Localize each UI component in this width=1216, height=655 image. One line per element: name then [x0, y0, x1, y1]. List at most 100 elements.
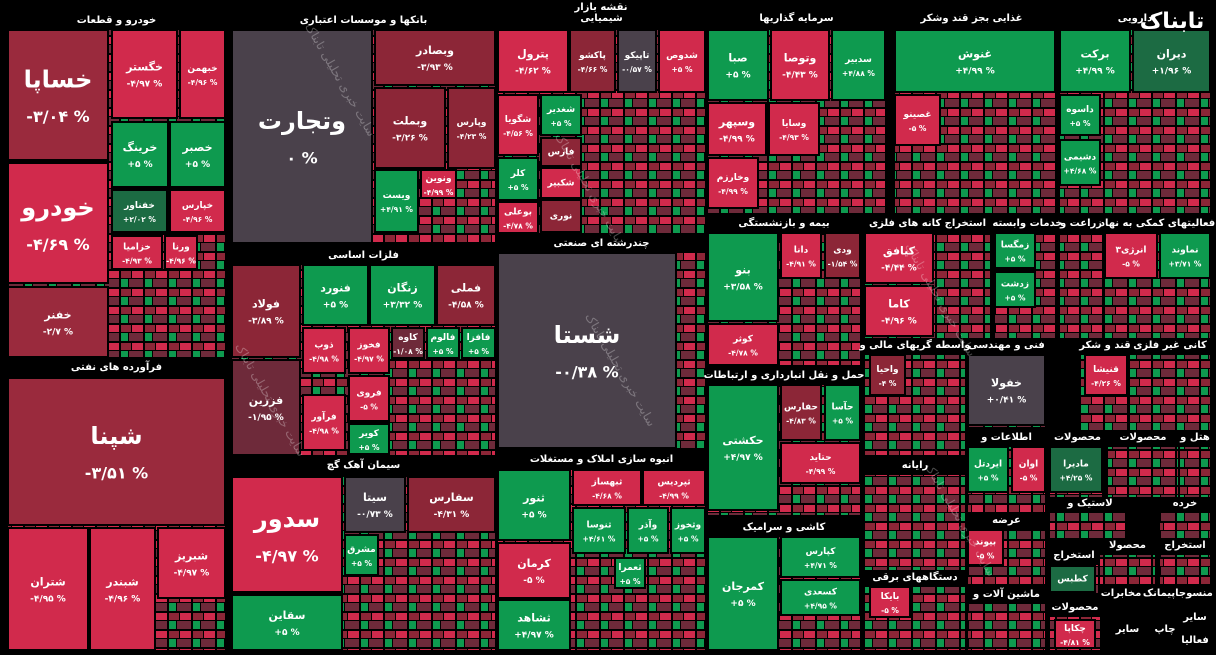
stock-name: ثبهساز [591, 478, 623, 488]
stock-tile [627, 507, 669, 554]
stock-change: -۴/۵۶ % [503, 129, 533, 138]
stock-tile [164, 235, 198, 270]
stock-change: -۴ % [879, 379, 897, 388]
stock-tile [967, 354, 1046, 426]
sector-area [1108, 447, 1178, 497]
sector-name: هتل و [1179, 432, 1210, 443]
stock-tile [780, 442, 861, 484]
stock-name: خفناور [123, 201, 155, 211]
stock-tile [1049, 565, 1096, 593]
stock-name: ودی [833, 246, 851, 256]
stock-tile [540, 137, 582, 167]
stock-tile [420, 169, 457, 199]
stock-tile [302, 394, 346, 451]
stock-name: شستا [554, 321, 621, 349]
stock-tile [707, 29, 769, 101]
sector-name: فلزات اساسی [328, 250, 399, 261]
stock-name: اوان [1019, 460, 1038, 470]
stock-tile [348, 423, 390, 455]
stock-name: ونوین [425, 174, 451, 184]
stock-change: -۴/۳۱ % [434, 510, 470, 520]
stock-tile [1059, 29, 1131, 93]
stock-change: +۵ % [351, 559, 372, 568]
sector-name: ماشین آلات و [972, 587, 1040, 600]
sector-area [1180, 447, 1210, 497]
stock-tile [994, 232, 1036, 269]
stock-tile [614, 557, 646, 589]
stock-name: تاپیکو [624, 51, 650, 61]
stock-change: -۳/۹۳ % [417, 63, 453, 73]
stock-tile [169, 121, 226, 188]
sector-name: غذایی بجز قند وشکر [919, 13, 1022, 24]
stock-change: -۴/۴۴ % [881, 264, 917, 274]
stock-tile [497, 469, 571, 541]
stock-change: +۳/۷۱ % [1169, 259, 1202, 268]
stock-name: فافزا [467, 333, 491, 343]
stock-change: ۰ % [286, 148, 317, 167]
stock-tile [497, 157, 539, 201]
stock-name: پاکشو [578, 51, 606, 61]
stock-name: فزرین [249, 394, 283, 407]
stock-change: -۳/۲۶ % [392, 134, 428, 144]
stock-change: -۴/۹۸ % [309, 426, 339, 435]
sector-name: کانی غیر فلزی [1133, 340, 1207, 351]
stock-name: ایردتل [974, 460, 1002, 470]
stock-name: فالوم [431, 333, 456, 343]
stock-name: فنورد [320, 281, 351, 294]
stock-tile [824, 232, 861, 279]
stock-name: سفارس [429, 491, 473, 504]
stock-name: کسعدی [804, 588, 838, 598]
stock-name: شتران [30, 575, 65, 588]
stock-change: +۴/۹۹ % [1075, 67, 1114, 77]
stock-name: بایکا [881, 592, 900, 602]
stock-tile [572, 507, 626, 554]
sector-name: چاپ [1154, 624, 1175, 635]
stock-change: -۴/۹۸ % [309, 354, 339, 363]
sector-name: لاستیک و [1066, 498, 1112, 509]
stock-name: مادیرا [1063, 460, 1089, 470]
stock-tile [707, 232, 779, 322]
stock-change: +۴/۶۸ % [1064, 166, 1097, 175]
stock-name: حتاید [809, 453, 831, 463]
stock-tile [1059, 94, 1101, 136]
stock-tile [1049, 446, 1103, 493]
stock-change: -۴/۹۹ % [424, 188, 454, 197]
stock-tile [348, 327, 390, 374]
stock-change: +۵ % [620, 577, 641, 586]
stock-change: -۴/۹۶ % [188, 78, 218, 87]
sector-name: رایانه [902, 460, 929, 471]
stock-tile [1132, 29, 1211, 93]
stock-name: صبا [728, 51, 747, 64]
stock-tile [894, 94, 941, 146]
sector-name: محصولات [1119, 432, 1166, 443]
stock-name: دیران [1157, 47, 1187, 60]
stock-name: وبصادر [415, 44, 454, 57]
stock-tile [831, 29, 886, 101]
stock-change: -۴/۹۷ % [255, 546, 318, 565]
stock-change: -۰/۵۷ % [622, 65, 652, 74]
stock-name: غصینو [902, 110, 931, 120]
stock-change: +۵ % [725, 71, 750, 81]
sector-name: اطلاعات و [980, 432, 1032, 443]
sector-name: حمل و نقل انبارداری و ارتباطات [704, 370, 865, 381]
stock-change: -۵ % [360, 402, 378, 411]
stock-name: حفارس [784, 403, 818, 413]
stock-name: خفولا [991, 376, 1022, 389]
stock-change: -۴/۹۷ % [354, 354, 384, 363]
stock-name: دشیمی [1064, 153, 1097, 163]
stock-name: کطبس [1057, 575, 1088, 585]
sector-name: زراعت و [1059, 218, 1102, 229]
stock-change: +۵ % [978, 473, 999, 482]
stock-tile [7, 527, 89, 651]
stock-name: ثنوسا [587, 521, 612, 531]
stock-name: برکت [1080, 47, 1109, 60]
stock-tile [1104, 232, 1158, 279]
stock-name: خرینگ [123, 140, 158, 154]
stock-tile [157, 527, 226, 599]
stock-tile [7, 377, 226, 526]
stock-change: -۳/۸۹ % [248, 317, 284, 327]
stock-change: -۱/۵۴ % [828, 259, 858, 268]
stock-change: -۵ % [1020, 473, 1038, 482]
sector-area [865, 475, 965, 570]
